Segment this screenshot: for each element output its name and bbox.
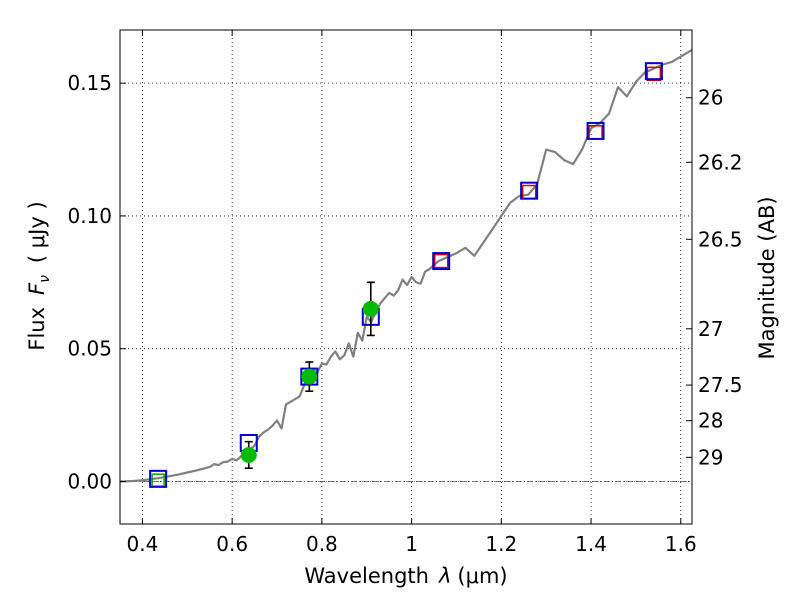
red-square-marker: [646, 66, 662, 82]
y-tick-label: 0.10: [67, 204, 112, 228]
photometry-point: [362, 300, 379, 317]
y2-tick-label: 27.5: [698, 373, 743, 397]
photometry-point: [240, 446, 257, 463]
y-tick-label: 0.00: [67, 470, 112, 494]
y2-tick-label: 26.2: [698, 150, 743, 174]
red-square-marker: [433, 253, 449, 269]
x-tick-label: 0.4: [127, 532, 159, 556]
x-tick-label: 0.6: [216, 532, 248, 556]
blue-square-marker: [644, 62, 663, 81]
green-square-marker: [151, 473, 165, 487]
x-tick-label: 1: [405, 532, 418, 556]
blue-square-marker: [149, 469, 168, 488]
x-tick-label: 0.8: [306, 532, 338, 556]
y2-tick-label: 29: [698, 445, 723, 469]
x-tick-label: 1.6: [665, 532, 697, 556]
y-axis-title: FluxFν( μJy ): [25, 201, 53, 350]
x-axis-title: Wavelength λ (μm): [304, 564, 507, 588]
y-tick-label: 0.05: [67, 337, 112, 361]
blue-square-marker: [586, 121, 605, 140]
spectrum-line: [119, 48, 693, 483]
y2-tick-label: 28: [698, 409, 723, 433]
y2-tick-label: 26.5: [698, 227, 743, 251]
blue-square-marker: [432, 252, 451, 271]
series-layer: [119, 48, 693, 488]
ticks: 0.4 0.6 0.8 1 1.2 1.4 1.6 0.00 0.05 0.10 0.15 26 26.…: [67, 30, 743, 556]
y2-tick-label: 26: [698, 86, 723, 110]
y2-tick-label: 27: [698, 317, 723, 341]
plot-frame: [119, 29, 693, 525]
y2-axis-title: Magnitude (AB): [755, 196, 779, 359]
y-tick-label: 0.15: [67, 71, 112, 95]
x-tick-label: 1.4: [575, 532, 607, 556]
photometry-point: [301, 368, 318, 385]
x-tick-label: 1.2: [485, 532, 517, 556]
blue-square-marker: [520, 181, 539, 200]
gridlines: [120, 30, 692, 524]
